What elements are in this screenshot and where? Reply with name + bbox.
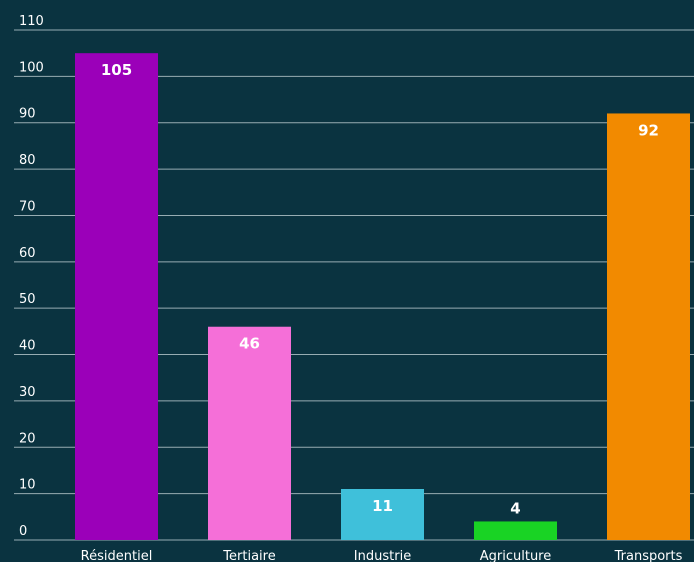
bar-industrie <box>341 489 424 540</box>
category-label: Tertiaire <box>222 549 275 562</box>
category-label: Industrie <box>354 549 411 562</box>
y-tick-label: 50 <box>19 292 36 307</box>
category-label: Agriculture <box>480 549 552 562</box>
bar-transports <box>607 113 690 541</box>
y-axis-ticks: 0 10 20 30 40 50 60 70 80 90 100 110 <box>19 14 44 539</box>
y-tick-label: 90 <box>19 107 36 122</box>
bar-agriculture <box>474 521 557 540</box>
value-label: 11 <box>372 497 393 515</box>
bar-residentiel <box>75 53 158 540</box>
value-label: 4 <box>510 499 520 517</box>
y-tick-label: 20 <box>19 431 36 446</box>
category-label: Transports <box>614 549 683 562</box>
category-label: Résidentiel <box>81 549 153 562</box>
value-label: 105 <box>101 61 132 79</box>
y-tick-label: 40 <box>19 339 36 354</box>
y-tick-label: 0 <box>19 524 27 539</box>
y-tick-label: 80 <box>19 153 36 168</box>
bar-tertiaire <box>208 326 291 540</box>
y-tick-label: 110 <box>19 14 44 29</box>
y-tick-label: 100 <box>19 60 44 75</box>
value-label: 92 <box>638 121 659 139</box>
x-axis-categories: Résidentiel Tertiaire Industrie Agriculture… <box>81 549 683 562</box>
value-labels: 105 46 11 4 92 <box>101 61 659 517</box>
value-label: 46 <box>239 335 260 353</box>
bars <box>75 53 690 541</box>
y-tick-label: 60 <box>19 246 36 261</box>
y-tick-label: 10 <box>19 478 36 493</box>
y-tick-label: 70 <box>19 199 36 214</box>
y-tick-label: 30 <box>19 385 36 400</box>
